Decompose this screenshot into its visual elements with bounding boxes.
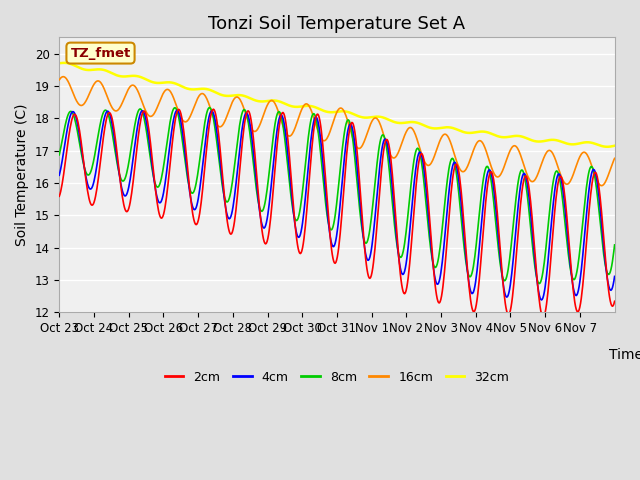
- 2cm: [56, 193, 63, 199]
- X-axis label: Time: Time: [609, 348, 640, 362]
- 2cm: [120, 204, 128, 210]
- 4cm: [538, 297, 545, 303]
- 8cm: [536, 281, 543, 287]
- 32cm: [426, 125, 434, 131]
- Title: Tonzi Soil Temperature Set A: Tonzi Soil Temperature Set A: [209, 15, 465, 33]
- 2cm: [395, 255, 403, 261]
- 2cm: [272, 157, 280, 163]
- 2cm: [611, 299, 618, 304]
- 32cm: [251, 97, 259, 103]
- 8cm: [426, 240, 434, 246]
- 4cm: [251, 163, 259, 168]
- Line: 32cm: 32cm: [60, 63, 614, 147]
- 4cm: [272, 138, 280, 144]
- 16cm: [598, 183, 605, 189]
- 32cm: [56, 60, 63, 66]
- 16cm: [272, 102, 280, 108]
- Text: TZ_fmet: TZ_fmet: [70, 47, 131, 60]
- 8cm: [395, 252, 403, 257]
- 16cm: [251, 129, 259, 134]
- Line: 8cm: 8cm: [60, 108, 614, 284]
- 16cm: [56, 77, 63, 83]
- 8cm: [251, 173, 259, 179]
- 8cm: [120, 177, 128, 183]
- Line: 16cm: 16cm: [60, 77, 614, 186]
- 4cm: [395, 255, 403, 261]
- 32cm: [223, 93, 231, 99]
- 4cm: [120, 193, 128, 199]
- Line: 4cm: 4cm: [60, 110, 614, 300]
- 4cm: [56, 172, 63, 178]
- 32cm: [61, 60, 68, 66]
- 2cm: [251, 150, 259, 156]
- Legend: 2cm, 4cm, 8cm, 16cm, 32cm: 2cm, 4cm, 8cm, 16cm, 32cm: [159, 366, 515, 389]
- Y-axis label: Soil Temperature (C): Soil Temperature (C): [15, 104, 29, 246]
- 16cm: [611, 156, 618, 161]
- 4cm: [611, 274, 618, 279]
- 32cm: [272, 98, 280, 104]
- 8cm: [272, 117, 280, 123]
- 2cm: [210, 107, 218, 112]
- 32cm: [611, 143, 618, 149]
- 2cm: [539, 314, 547, 320]
- 16cm: [122, 93, 129, 99]
- 8cm: [56, 152, 63, 158]
- 16cm: [395, 148, 403, 154]
- 4cm: [223, 212, 231, 218]
- 8cm: [611, 242, 618, 248]
- 32cm: [122, 73, 129, 79]
- 32cm: [604, 144, 611, 150]
- 4cm: [173, 108, 181, 113]
- 8cm: [223, 199, 231, 205]
- 2cm: [426, 221, 434, 227]
- 16cm: [223, 112, 231, 118]
- 16cm: [59, 74, 67, 80]
- 4cm: [426, 230, 434, 236]
- 2cm: [223, 218, 231, 224]
- 16cm: [426, 162, 434, 168]
- 32cm: [395, 120, 403, 126]
- 8cm: [205, 105, 213, 110]
- Line: 2cm: 2cm: [60, 109, 614, 317]
